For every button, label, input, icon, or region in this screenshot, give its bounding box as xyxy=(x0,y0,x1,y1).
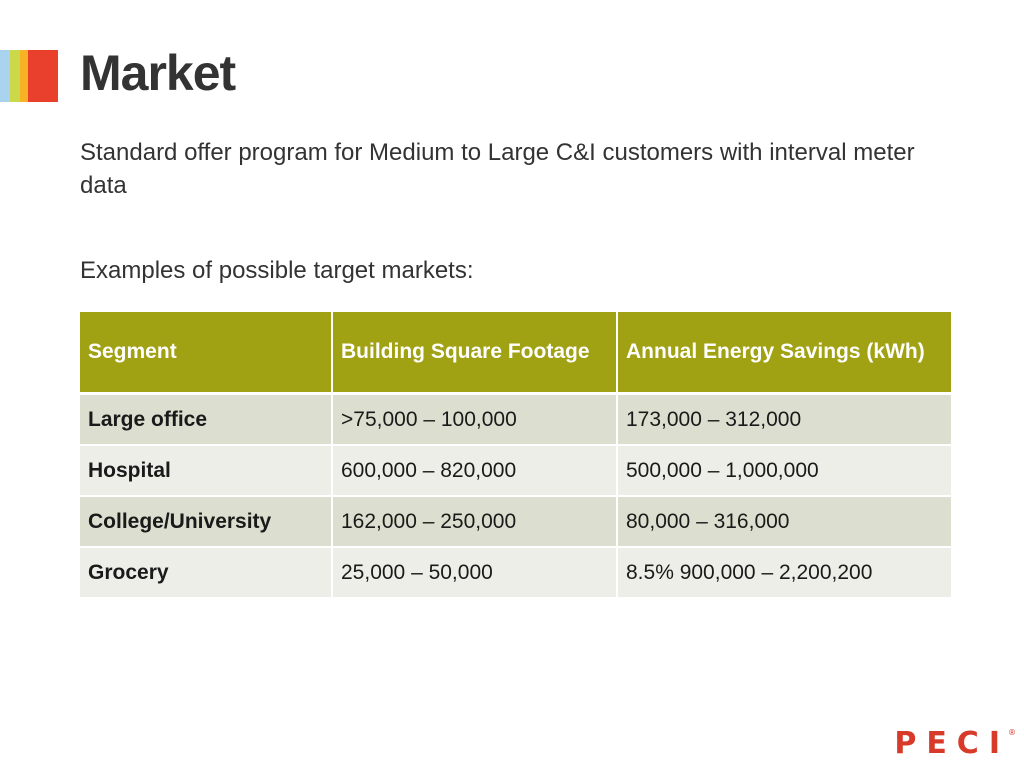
market-table: Segment Building Square Footage Annual E… xyxy=(80,312,951,597)
segment-cell: Large office xyxy=(80,392,333,445)
table-row: College/University 162,000 – 250,000 80,… xyxy=(80,495,951,547)
annual-savings-cell: 80,000 – 316,000 xyxy=(617,495,951,547)
annual-savings-cell: 500,000 – 1,000,000 xyxy=(617,444,951,496)
table-row: Hospital 600,000 – 820,000 500,000 – 1,0… xyxy=(80,444,951,496)
segment-cell: Grocery xyxy=(80,546,333,597)
square-footage-cell: 600,000 – 820,000 xyxy=(332,444,618,496)
registered-mark: ® xyxy=(1008,728,1016,737)
accent-bar-blue xyxy=(0,50,10,102)
examples-label: Examples of possible target markets: xyxy=(80,257,474,284)
annual-savings-cell: 173,000 – 312,000 xyxy=(617,392,951,445)
accent-bar-red xyxy=(28,50,58,102)
segment-cell: College/University xyxy=(80,495,333,547)
table-header-row: Segment Building Square Footage Annual E… xyxy=(80,312,951,394)
segment-cell: Hospital xyxy=(80,444,333,496)
header-square-footage: Building Square Footage xyxy=(332,312,618,394)
table-row: Grocery 25,000 – 50,000 8.5% 900,000 – 2… xyxy=(80,546,951,597)
header-annual-savings: Annual Energy Savings (kWh) xyxy=(617,312,951,394)
peci-logo: PECI xyxy=(894,726,1010,761)
header-segment: Segment xyxy=(80,312,333,394)
square-footage-cell: 162,000 – 250,000 xyxy=(332,495,618,547)
accent-bar-yellow xyxy=(20,50,28,102)
square-footage-cell: 25,000 – 50,000 xyxy=(332,546,618,597)
square-footage-cell: >75,000 – 100,000 xyxy=(332,392,618,445)
intro-text: Standard offer program for Medium to Lar… xyxy=(80,139,915,199)
annual-savings-cell: 8.5% 900,000 – 2,200,200 xyxy=(617,546,951,597)
accent-bar-green xyxy=(10,50,20,102)
accent-bars xyxy=(0,50,58,102)
table-row: Large office >75,000 – 100,000 173,000 –… xyxy=(80,392,951,445)
slide-title: Market xyxy=(80,45,236,101)
